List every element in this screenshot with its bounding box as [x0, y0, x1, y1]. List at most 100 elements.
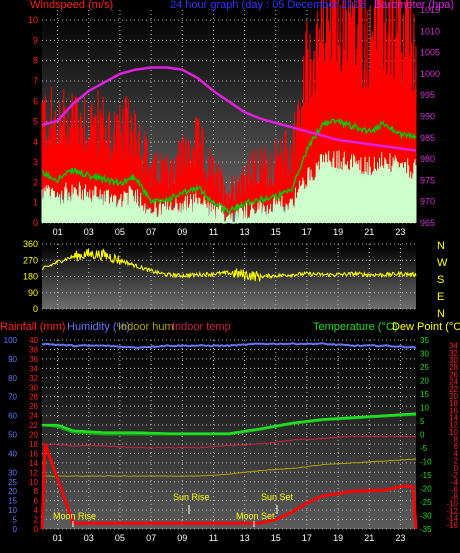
- temperature-y-tick: -25: [420, 498, 432, 507]
- dewpoint-y-tick: 8: [454, 435, 459, 444]
- baro-y-tick: 1005: [420, 48, 440, 58]
- x-tick-label: 21: [364, 227, 374, 237]
- dewpoint-label: Dew Point (°C): [392, 321, 460, 333]
- temperature-y-tick: 30: [420, 350, 429, 359]
- wind-y-tick: 6: [33, 96, 38, 106]
- humidity-y-tick: 40: [8, 449, 17, 458]
- x-tick-label: 23: [395, 227, 405, 237]
- moon-rise-label: Moon Rise: [53, 511, 96, 521]
- rain-y-tick: 38: [29, 345, 38, 354]
- x-tick-label: 01: [53, 227, 63, 237]
- humidity-y-tick: 70: [8, 393, 17, 402]
- humidity-y-tick: 0: [13, 525, 18, 534]
- wind-y-tick: 0: [33, 218, 38, 228]
- direction-y-tick: 90: [28, 288, 38, 298]
- wind-y-tick: 8: [33, 56, 38, 66]
- dewpoint-y-tick: 24: [449, 378, 458, 387]
- dewpoint-y-tick: 2: [454, 457, 459, 466]
- x-tick-label: 05: [115, 533, 125, 543]
- average-wind-series: [41, 118, 417, 215]
- dewpoint-y-tick: 22: [449, 385, 458, 394]
- sun-set-label: Sun Set: [261, 492, 294, 502]
- temperature-y-tick: -15: [420, 471, 432, 480]
- baro-y-tick: 970: [420, 197, 435, 207]
- sun-moon-annotations: Moon Rise Sun Rise Moon Set Sun Set: [53, 492, 294, 527]
- compass-e: E: [437, 291, 444, 303]
- rain-y-tick: 14: [29, 459, 38, 468]
- compass-n-bottom: N: [437, 308, 445, 320]
- axis-labels: 0123456789109659709759809859909951000100…: [4, 5, 459, 543]
- temperature-y-tick: -30: [420, 512, 432, 521]
- temperature-y-tick: 20: [420, 377, 429, 386]
- moon-set-label: Moon Set: [236, 511, 275, 521]
- rain-y-tick: 16: [29, 449, 38, 458]
- dewpoint-y-tick: 10: [449, 428, 458, 437]
- baro-y-tick: 985: [420, 133, 435, 143]
- humidity-label: Humidity (%): [67, 321, 130, 333]
- temperature-y-tick: 0: [420, 431, 425, 440]
- wind-direction-series: [41, 248, 417, 282]
- x-tick-label: 15: [271, 533, 281, 543]
- dewpoint-y-tick: 14: [449, 413, 458, 422]
- wind-y-tick: 4: [33, 137, 38, 147]
- rain-y-tick: 20: [29, 431, 38, 440]
- direction-y-tick: 270: [23, 255, 38, 265]
- rain-y-tick: 30: [29, 383, 38, 392]
- temperature-series: [42, 412, 417, 435]
- baro-y-tick: 995: [420, 90, 435, 100]
- x-tick-label: 07: [146, 533, 156, 543]
- compass-s: S: [437, 274, 444, 286]
- x-tick-label: 03: [84, 227, 94, 237]
- dewpoint-y-tick: 0: [454, 464, 459, 473]
- dewpoint-y-tick: 18: [449, 399, 458, 408]
- rain-y-tick: 28: [29, 393, 38, 402]
- rainfall-label: Rainfall (mm): [0, 321, 65, 333]
- direction-y-tick: 0: [33, 304, 38, 314]
- temperature-y-tick: -5: [420, 444, 428, 453]
- dewpoint-y-tick: 12: [449, 421, 458, 430]
- dewpoint-y-tick: -8: [451, 492, 459, 501]
- rain-y-tick: 12: [29, 468, 38, 477]
- temperature-y-tick: 25: [420, 363, 429, 372]
- dewpoint-y-tick: 6: [454, 442, 459, 451]
- rain-y-tick: 0: [34, 525, 39, 534]
- dewpoint-y-tick: 28: [449, 363, 458, 372]
- humidity-y-tick: 30: [8, 468, 17, 477]
- x-tick-label: 13: [240, 227, 250, 237]
- humidity-y-tick: 100: [4, 336, 18, 345]
- humidity-series: [41, 342, 417, 349]
- baro-y-tick: 1010: [420, 26, 440, 36]
- dewpoint-y-tick: 32: [449, 349, 458, 358]
- windspeed-series: [41, 0, 417, 223]
- temperature-label: Temperature (°C): [313, 321, 397, 333]
- baro-y-tick: 965: [420, 218, 435, 228]
- temperature-y-tick: -35: [420, 525, 432, 534]
- rainfall-series: [40, 443, 418, 530]
- x-tick-label: 01: [53, 533, 63, 543]
- dewpoint-y-tick: 20: [449, 392, 458, 401]
- humidity-y-tick: 15: [8, 497, 17, 506]
- baro-y-tick: 975: [420, 175, 435, 185]
- baro-y-tick: 1015: [420, 5, 440, 15]
- dewpoint-y-tick: 34: [449, 342, 458, 351]
- dewpoint-y-tick: 30: [449, 356, 458, 365]
- x-tick-label: 17: [302, 533, 312, 543]
- humidity-y-tick: 60: [8, 412, 17, 421]
- x-tick-label: 15: [271, 227, 281, 237]
- dewpoint-y-tick: -14: [446, 514, 458, 523]
- chart-title: 24 hour graph (day : 05 December 2016: [170, 0, 366, 11]
- x-tick-label: 17: [302, 227, 312, 237]
- x-tick-label: 21: [364, 533, 374, 543]
- rain-y-tick: 32: [29, 374, 38, 383]
- rain-y-tick: 26: [29, 402, 38, 411]
- humidity-y-tick: 25: [8, 478, 17, 487]
- baro-y-tick: 990: [420, 112, 435, 122]
- x-tick-label: 13: [240, 533, 250, 543]
- x-tick-label: 09: [177, 227, 187, 237]
- temperature-y-tick: -10: [420, 458, 432, 467]
- indoor-hum-series: [41, 458, 417, 477]
- baro-y-tick: 1000: [420, 69, 440, 79]
- baro-y-tick: 980: [420, 154, 435, 164]
- x-tick-label: 09: [177, 533, 187, 543]
- temperature-y-tick: 10: [420, 404, 429, 413]
